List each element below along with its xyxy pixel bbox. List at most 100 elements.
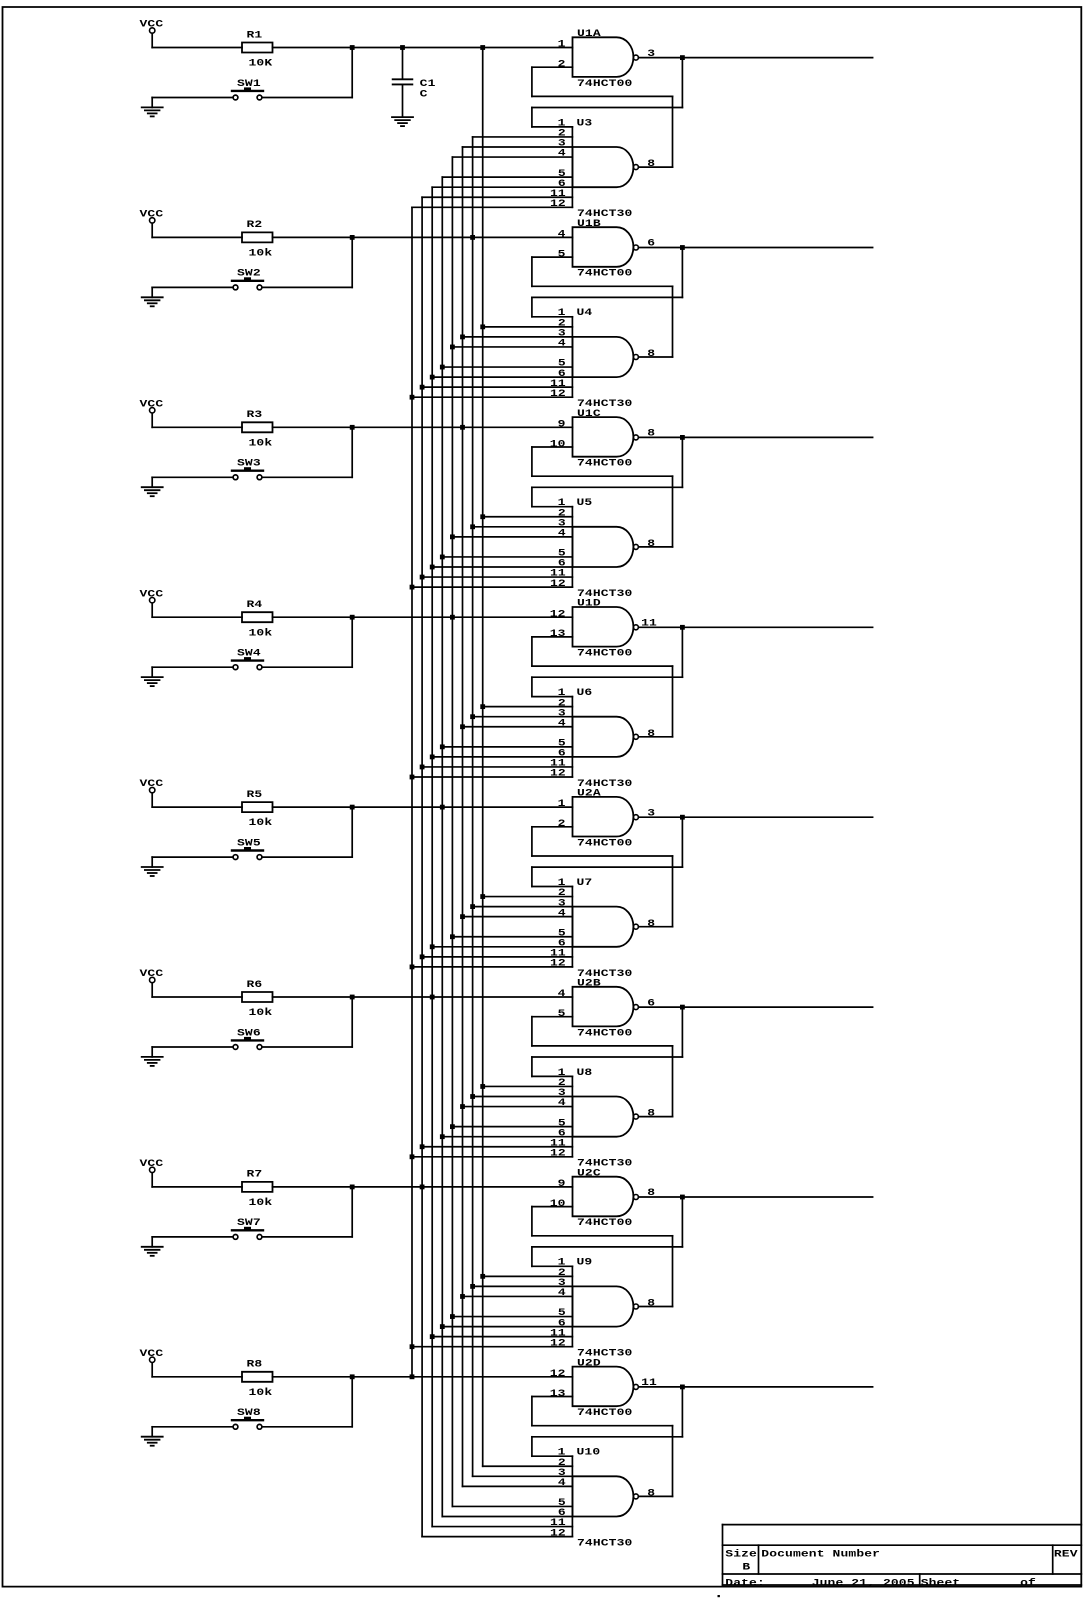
svg-text:11: 11 (550, 1328, 566, 1339)
svg-text:5: 5 (558, 249, 566, 260)
svg-text:B: B (742, 1562, 750, 1573)
svg-text:2: 2 (558, 887, 566, 898)
svg-text:8: 8 (647, 348, 655, 359)
svg-text:5: 5 (558, 358, 566, 369)
svg-text:U6: U6 (577, 687, 593, 698)
svg-text:1: 1 (558, 307, 566, 318)
svg-text:74HCT30: 74HCT30 (577, 778, 632, 789)
svg-text:5: 5 (558, 1118, 566, 1129)
svg-text:4: 4 (558, 528, 566, 539)
svg-text:10: 10 (550, 439, 566, 450)
svg-text:2: 2 (558, 508, 566, 519)
svg-text:4: 4 (558, 1287, 566, 1298)
svg-text:U1A: U1A (577, 28, 601, 39)
svg-text:8: 8 (647, 1187, 655, 1198)
svg-text:3: 3 (558, 328, 566, 339)
svg-text:4: 4 (558, 1097, 566, 1108)
svg-text:2: 2 (558, 318, 566, 329)
svg-text:R2: R2 (246, 219, 262, 230)
svg-text:2: 2 (558, 1267, 566, 1278)
svg-text:12: 12 (550, 1368, 566, 1379)
svg-text:74HCT30: 74HCT30 (577, 1538, 632, 1549)
svg-text:4: 4 (558, 988, 566, 999)
svg-text:10K: 10K (249, 58, 273, 69)
svg-text:SW5: SW5 (237, 838, 261, 849)
svg-text:R8: R8 (246, 1359, 262, 1370)
svg-text:June 21, 2005: June 21, 2005 (812, 1578, 915, 1589)
svg-text:U2A: U2A (577, 788, 601, 799)
svg-text:11: 11 (550, 948, 566, 959)
svg-text:12: 12 (550, 958, 566, 969)
svg-text:9: 9 (558, 1178, 566, 1189)
svg-text:SW7: SW7 (237, 1217, 261, 1228)
svg-text:SW6: SW6 (237, 1028, 261, 1039)
svg-text:11: 11 (550, 378, 566, 389)
svg-text:10k: 10k (249, 628, 273, 639)
svg-text:8: 8 (647, 918, 655, 929)
svg-text:4: 4 (558, 148, 566, 159)
svg-text:of: of (1020, 1578, 1036, 1589)
svg-text:10k: 10k (249, 1007, 273, 1018)
svg-text:5: 5 (558, 1497, 566, 1508)
svg-text:SW8: SW8 (237, 1407, 261, 1418)
svg-text:5: 5 (558, 168, 566, 179)
svg-text:6: 6 (558, 178, 566, 189)
svg-text:R7: R7 (246, 1169, 262, 1180)
svg-text:U2B: U2B (577, 978, 601, 989)
svg-text:6: 6 (558, 368, 566, 379)
svg-text:C: C (420, 89, 428, 100)
svg-text:Date:: Date: (725, 1578, 765, 1589)
svg-text:Sheet: Sheet (921, 1578, 961, 1589)
svg-text:12: 12 (550, 768, 566, 779)
svg-text:11: 11 (550, 1138, 566, 1149)
svg-text:VCC: VCC (140, 968, 164, 979)
svg-text:74HCT30: 74HCT30 (577, 208, 632, 219)
svg-text:VCC: VCC (140, 1158, 164, 1169)
svg-text:U8: U8 (577, 1067, 593, 1078)
svg-text:Document Number: Document Number (761, 1549, 880, 1560)
svg-text:8: 8 (647, 428, 655, 439)
svg-text:4: 4 (558, 908, 566, 919)
svg-text:R1: R1 (246, 30, 262, 41)
svg-text:SW4: SW4 (237, 648, 261, 659)
svg-text:4: 4 (558, 338, 566, 349)
svg-text:2: 2 (558, 128, 566, 139)
svg-text:4: 4 (558, 1477, 566, 1488)
svg-text:U7: U7 (577, 877, 593, 888)
svg-text:3: 3 (558, 1467, 566, 1478)
svg-text:6: 6 (558, 1318, 566, 1329)
svg-text:11: 11 (550, 188, 566, 199)
svg-text:3: 3 (558, 1277, 566, 1288)
svg-text:U2C: U2C (577, 1168, 601, 1179)
svg-text:13: 13 (550, 1388, 566, 1399)
svg-text:74HCT00: 74HCT00 (577, 1407, 632, 1418)
svg-text:1: 1 (558, 877, 566, 888)
svg-text:R5: R5 (246, 789, 262, 800)
svg-text:SW2: SW2 (237, 268, 261, 279)
svg-text:6: 6 (558, 1507, 566, 1518)
svg-text:6: 6 (558, 748, 566, 759)
svg-text:U1D: U1D (577, 598, 601, 609)
svg-text:5: 5 (558, 1008, 566, 1019)
svg-text:Size: Size (725, 1549, 757, 1560)
svg-text:74HCT00: 74HCT00 (577, 648, 632, 659)
svg-text:4: 4 (558, 229, 566, 240)
svg-text:6: 6 (558, 1128, 566, 1139)
svg-text:R3: R3 (246, 409, 262, 420)
svg-text:3: 3 (558, 138, 566, 149)
svg-text:10k: 10k (249, 438, 273, 449)
svg-text:5: 5 (558, 1307, 566, 1318)
svg-text:13: 13 (550, 628, 566, 639)
svg-text:9: 9 (558, 419, 566, 430)
svg-text:8: 8 (647, 728, 655, 739)
svg-text:5: 5 (558, 548, 566, 559)
svg-text:SW3: SW3 (237, 458, 261, 469)
svg-text:5: 5 (558, 738, 566, 749)
svg-text:6: 6 (558, 558, 566, 569)
svg-text:74HCT30: 74HCT30 (577, 398, 632, 409)
svg-text:74HCT30: 74HCT30 (577, 1348, 632, 1359)
svg-text:12: 12 (550, 609, 566, 620)
svg-text:12: 12 (550, 578, 566, 589)
svg-text:U5: U5 (577, 497, 593, 508)
svg-text:3: 3 (647, 808, 655, 819)
